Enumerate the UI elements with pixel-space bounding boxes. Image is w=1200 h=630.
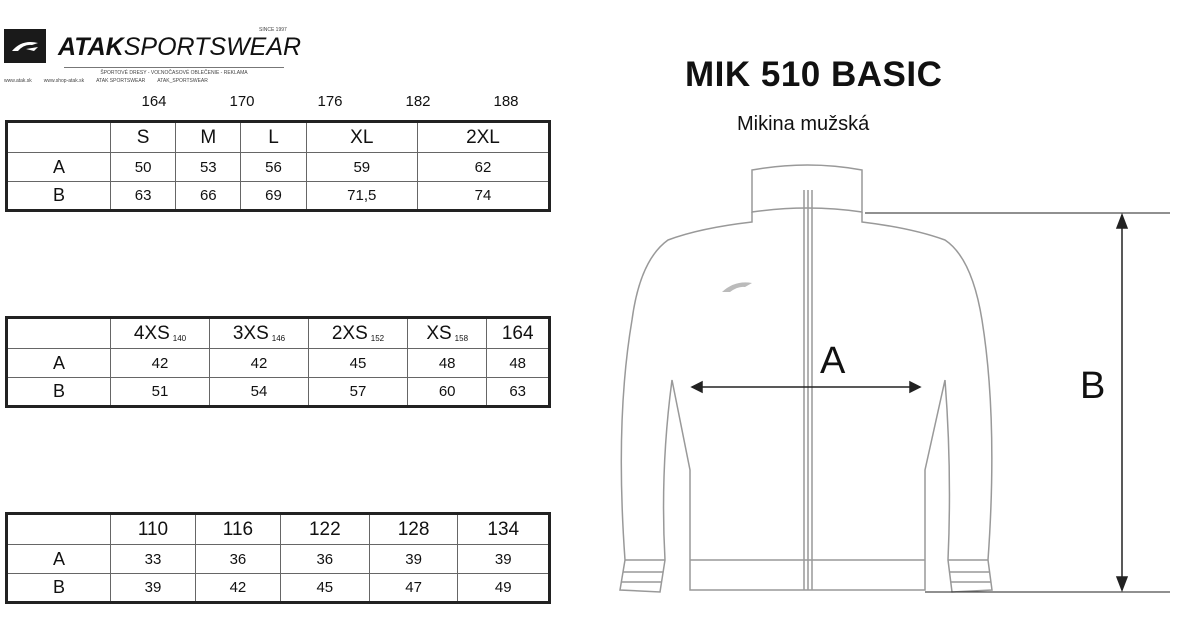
measure-value: 71,5: [305, 181, 418, 211]
product-title: MIK 510 BASIC: [685, 55, 943, 94]
measure-value: 42: [194, 573, 281, 603]
size-header-cell: S: [109, 121, 177, 153]
measure-b-label: B: [1080, 365, 1106, 407]
size-header-cell: L: [240, 121, 307, 153]
height-label: 164: [141, 93, 167, 110]
size-height-sub: 152: [370, 333, 385, 343]
size-height-sub: 158: [454, 333, 469, 343]
measure-value: 60: [406, 377, 488, 407]
measure-row: B 39 42 45 47 49: [6, 573, 550, 603]
size-header-cell: XL: [305, 121, 418, 153]
logo-links: www.atak.sk www.shop-atak.sk ATAK SPORTS…: [4, 78, 208, 84]
measure-row: B 51 54 57 60 63: [6, 377, 550, 407]
web-link: www.atak.sk: [4, 78, 32, 84]
measure-value: 49: [457, 573, 550, 603]
measure-value: 69: [240, 181, 307, 211]
chest-logo-icon: [722, 282, 752, 292]
measure-row: B 63 66 69 71,5 74: [6, 181, 551, 211]
measure-value: 45: [279, 573, 370, 603]
size-table-adult: S M L XL 2XL A 50 53 56 59 62 B 63 66 69 71,5 74: [5, 120, 551, 212]
height-label: 182: [405, 93, 431, 110]
measure-value: 59: [305, 152, 418, 182]
size-header-cell: 164: [486, 317, 550, 349]
measure-value: 47: [368, 573, 459, 603]
measure-value: 66: [175, 181, 242, 211]
size-header-cell: 122: [279, 513, 370, 545]
measure-value: 50: [109, 152, 177, 182]
measure-value: 48: [486, 348, 550, 378]
size-height-sub: 146: [271, 333, 286, 343]
height-label: 176: [317, 93, 343, 110]
size-header-cell: 2XS 152: [308, 317, 408, 349]
atak-mark-icon: [4, 29, 46, 63]
empty-cell: [6, 317, 111, 349]
measure-value: 51: [110, 377, 210, 407]
measure-value: 33: [110, 544, 196, 574]
facebook-link: ATAK SPORTSWEAR: [96, 78, 146, 84]
row-label: B: [6, 573, 111, 603]
size-header-cell: 116: [194, 513, 281, 545]
measure-value: 74: [416, 181, 551, 211]
brand-name: ATAKSPORTSWEAR: [58, 33, 302, 61]
size-header-row: 110 116 122 128 134: [6, 513, 550, 545]
measure-row: A 33 36 36 39 39: [6, 544, 550, 574]
measure-a-label: A: [820, 340, 846, 382]
instagram-link: ATAK_SPORTSWEAR: [157, 78, 208, 84]
tagline: ŠPORTOVÉ DRESY - VOĽNOČASOVÉ OBLEČENIE -…: [64, 67, 284, 76]
empty-cell: [6, 513, 111, 545]
row-label: B: [6, 377, 111, 407]
shop-link: www.shop-atak.sk: [43, 78, 85, 84]
row-label: B: [6, 181, 111, 211]
height-label: 170: [229, 93, 255, 110]
measure-value: 39: [457, 544, 550, 574]
height-label: 188: [493, 93, 519, 110]
empty-cell: [6, 121, 111, 153]
size-header-row: 4XS 140 3XS 146 2XS 152 XS 158 164: [6, 317, 550, 349]
measure-value: 63: [486, 377, 550, 407]
since-text: SINCE 1997: [259, 27, 287, 33]
size-height-sub: 140: [172, 333, 187, 343]
product-subtitle: Mikina mužská: [737, 113, 870, 135]
height-row: 164 170 176 182 188: [110, 93, 550, 110]
size-header-cell: 110: [110, 513, 196, 545]
measure-value: 42: [110, 348, 210, 378]
size-table-junior: 4XS 140 3XS 146 2XS 152 XS 158 164 A 42 42 45 48 48 B 51…: [5, 316, 551, 408]
size-table-kids: 110 116 122 128 134 A 33 36 36 39 39 B 39 42 45 47 49: [5, 512, 551, 604]
measure-value: 45: [308, 348, 408, 378]
size-header-row: S M L XL 2XL: [6, 121, 551, 153]
measure-value: 36: [194, 544, 281, 574]
measure-value: 57: [308, 377, 408, 407]
measure-value: 39: [110, 573, 196, 603]
row-label: A: [6, 152, 111, 182]
measure-value: 39: [368, 544, 459, 574]
row-label: A: [6, 544, 111, 574]
atak-logo: SINCE 1997 ATAKSPORTSWEAR ŠPORTOVÉ DRESY…: [4, 27, 301, 89]
